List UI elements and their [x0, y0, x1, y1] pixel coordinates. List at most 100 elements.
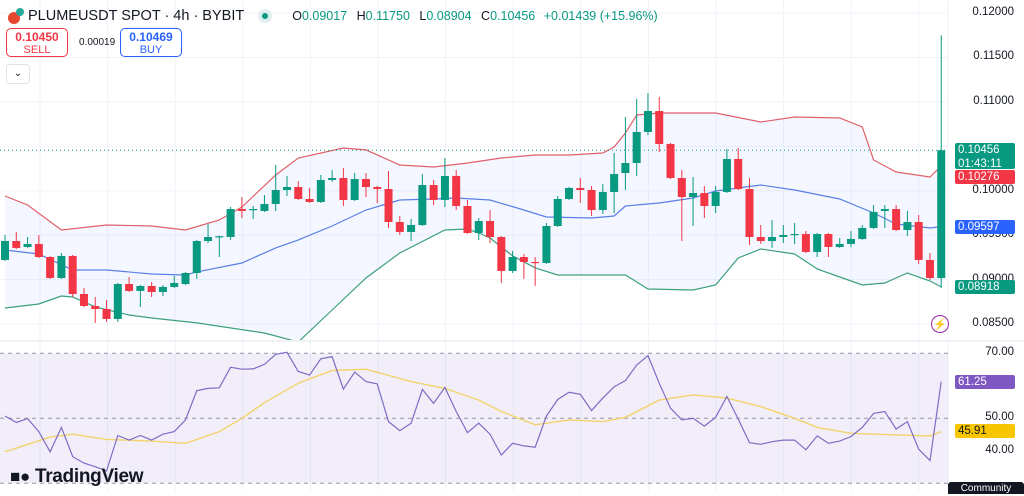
- open-value: 0.09017: [302, 9, 347, 23]
- candle-body: [497, 237, 505, 271]
- candle-body: [881, 209, 889, 211]
- rsi-tick-label: 70.00: [985, 346, 1014, 358]
- candle-body: [768, 237, 776, 241]
- last-price-value: 0.10456: [958, 143, 1012, 157]
- candle-body: [170, 283, 178, 287]
- candle-body: [937, 150, 945, 278]
- symbol-header: PLUMEUSDT SPOT · 4h · BYBIT O0.09017 H0.…: [8, 6, 658, 26]
- close-label: C: [481, 9, 490, 23]
- candle-body: [114, 284, 122, 319]
- candle-body: [227, 209, 235, 237]
- candle-body: [373, 187, 381, 189]
- candle-body: [430, 185, 438, 200]
- candle-body: [328, 178, 336, 180]
- candle: [655, 97, 663, 152]
- candle-body: [294, 187, 302, 199]
- candle-body: [847, 239, 855, 244]
- low-value: 0.08904: [426, 9, 471, 23]
- candle: [937, 35, 945, 288]
- high-value: 0.11750: [366, 9, 410, 23]
- buy-button[interactable]: 0.10469 BUY: [120, 28, 182, 57]
- candle: [475, 218, 483, 240]
- candle-body: [12, 241, 20, 248]
- candle-body: [159, 287, 167, 292]
- candle-body: [565, 188, 573, 199]
- bb-basis-tag: 0.09597: [955, 220, 1015, 234]
- price-tick-label: 0.11500: [973, 50, 1014, 62]
- candle-body: [339, 178, 347, 200]
- price-tick-label: 0.08500: [972, 317, 1014, 329]
- candle-body: [396, 222, 404, 232]
- candle-body: [407, 225, 415, 232]
- candle-body: [103, 309, 111, 319]
- candle-body: [80, 294, 88, 306]
- candle-body: [441, 176, 449, 200]
- candle-body: [892, 209, 900, 230]
- tradingview-logo: ■● TradingView: [10, 466, 143, 488]
- sell-price: 0.10450: [7, 31, 67, 44]
- rsi-ma-tag: 45.91: [955, 424, 1015, 438]
- sell-button[interactable]: 0.10450 SELL: [6, 28, 68, 57]
- candle-body: [633, 132, 641, 163]
- spread-value: 0.00019: [79, 37, 115, 48]
- price-tick-label: 0.12000: [972, 6, 1014, 18]
- candle-body: [531, 262, 539, 263]
- candle-body: [824, 234, 832, 247]
- candle-body: [452, 176, 460, 206]
- candle: [644, 93, 652, 135]
- candle-body: [576, 188, 584, 190]
- bar-countdown: 01:43:11: [958, 157, 1012, 171]
- candle-body: [260, 204, 268, 211]
- rsi-tick-label: 50.00: [985, 411, 1014, 423]
- plume-logo-icon: [8, 8, 24, 24]
- candle-body: [57, 256, 65, 278]
- ohlc-readout: O0.09017 H0.11750 L0.08904 C0.10456 +0.0…: [286, 9, 658, 23]
- candle-body: [542, 226, 550, 263]
- candle-body: [644, 111, 652, 132]
- lightning-icon[interactable]: ⚡: [931, 315, 949, 333]
- candle-body: [678, 178, 686, 197]
- bb-upper-tag: 0.10276: [955, 170, 1015, 184]
- candle-body: [700, 193, 708, 206]
- market-open-icon: [258, 9, 272, 23]
- candle-body: [903, 222, 911, 230]
- candle-body: [193, 241, 201, 273]
- candle-body: [520, 257, 528, 262]
- candle: [452, 170, 460, 210]
- collapse-legend-button[interactable]: ⌄: [6, 64, 30, 84]
- candle-body: [463, 206, 471, 233]
- candle: [57, 253, 65, 279]
- community-tab[interactable]: Community: [948, 482, 1024, 494]
- rsi-tick-label: 40.00: [985, 444, 1014, 456]
- bollinger-band-fill: [5, 113, 941, 342]
- candle-body: [667, 144, 675, 178]
- candle-body: [418, 185, 426, 225]
- candle-body: [509, 257, 517, 271]
- symbol-title[interactable]: PLUMEUSDT SPOT · 4h · BYBIT: [28, 8, 244, 24]
- open-label: O: [292, 9, 302, 23]
- candle-body: [181, 273, 189, 284]
- candle-body: [858, 228, 866, 239]
- candle-body: [238, 209, 246, 211]
- candle-body: [91, 306, 99, 309]
- close-value: 0.10456: [490, 9, 535, 23]
- candle-body: [588, 190, 596, 210]
- candle-body: [915, 222, 923, 260]
- price-tick-label: 0.11000: [973, 95, 1014, 107]
- candle-body: [24, 244, 32, 247]
- candle: [181, 272, 189, 285]
- candle-body: [306, 199, 314, 202]
- candle: [802, 231, 810, 253]
- candle-body: [813, 234, 821, 252]
- candle-body: [734, 159, 742, 189]
- candle-body: [599, 192, 607, 210]
- candle-body: [836, 244, 844, 247]
- candle-body: [802, 234, 810, 252]
- candle-body: [362, 179, 370, 187]
- candle-body: [215, 236, 223, 237]
- candle-body: [69, 256, 77, 294]
- candle: [227, 207, 235, 240]
- candle-body: [870, 212, 878, 228]
- candle: [497, 236, 505, 283]
